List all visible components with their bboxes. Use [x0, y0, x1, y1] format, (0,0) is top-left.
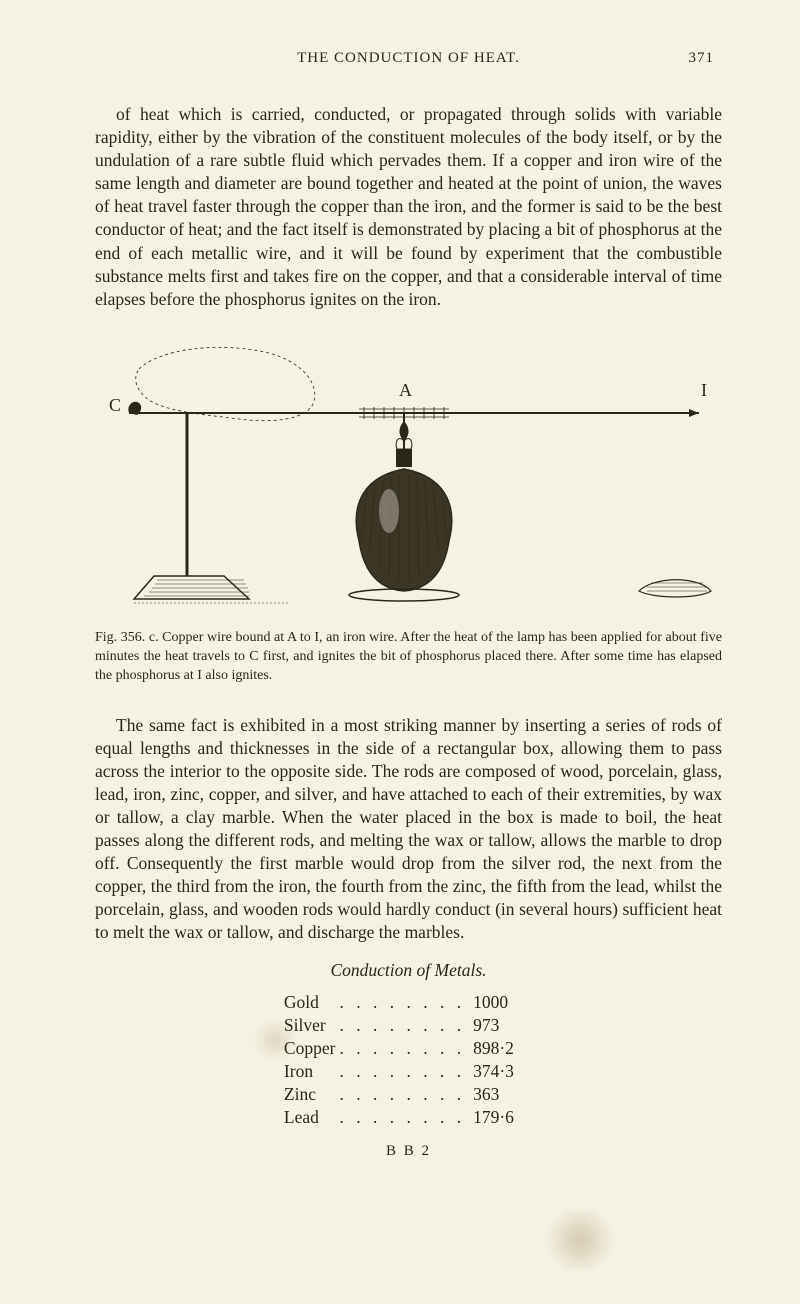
figure-caption: Fig. 356. c. Copper wire bound at A to I… [95, 629, 722, 686]
table-row: Zinc . . . . . . . . 363 [283, 1083, 534, 1106]
dot-leader: . . . . . . . . [335, 991, 469, 1014]
running-head: THE CONDUCTION OF HEAT. 371 [95, 50, 722, 67]
table-row: Silver . . . . . . . . 973 [283, 1014, 534, 1037]
metal-value: 1000 [469, 991, 534, 1014]
page-foxing [540, 1210, 620, 1270]
metals-table: Gold . . . . . . . . 1000 Silver . . . .… [283, 991, 534, 1129]
dot-leader: . . . . . . . . [335, 1037, 469, 1060]
table-row: Iron . . . . . . . . 374·3 [283, 1060, 534, 1083]
figure-caption-body: c. Copper wire bound at A to I, an iron … [95, 630, 722, 683]
table-row: Gold . . . . . . . . 1000 [283, 991, 534, 1014]
label-c: C [109, 395, 121, 415]
dot-leader: . . . . . . . . [335, 1106, 469, 1129]
figure-356: C A I [95, 341, 722, 621]
metal-name: Copper [283, 1037, 336, 1060]
signature-mark: B B 2 [95, 1143, 722, 1160]
label-a: A [399, 380, 412, 400]
figure-356-svg: C A I [99, 341, 719, 621]
page-number: 371 [664, 50, 714, 67]
head-spacer [103, 50, 153, 67]
metal-value: 374·3 [469, 1060, 534, 1083]
dot-leader: . . . . . . . . [335, 1060, 469, 1083]
metal-value: 898·2 [469, 1037, 534, 1060]
table-row: Lead . . . . . . . . 179·6 [283, 1106, 534, 1129]
figure-number: Fig. 356. [95, 630, 145, 645]
metal-name: Iron [283, 1060, 336, 1083]
metal-name: Gold [283, 991, 336, 1014]
metal-value: 363 [469, 1083, 534, 1106]
metal-name: Lead [283, 1106, 336, 1129]
label-i: I [701, 380, 707, 400]
dot-leader: . . . . . . . . [335, 1083, 469, 1106]
metal-value: 179·6 [469, 1106, 534, 1129]
table-row: Copper . . . . . . . . 898·2 [283, 1037, 534, 1060]
metal-name: Zinc [283, 1083, 336, 1106]
running-title: THE CONDUCTION OF HEAT. [153, 50, 664, 67]
paragraph-1: of heat which is carried, conducted, or … [95, 103, 722, 311]
table-title: Conduction of Metals. [95, 960, 722, 981]
paragraph-2: The same fact is exhibited in a most str… [95, 714, 722, 945]
dot-leader: . . . . . . . . [335, 1014, 469, 1037]
metal-value: 973 [469, 1014, 534, 1037]
metal-name: Silver [283, 1014, 336, 1037]
